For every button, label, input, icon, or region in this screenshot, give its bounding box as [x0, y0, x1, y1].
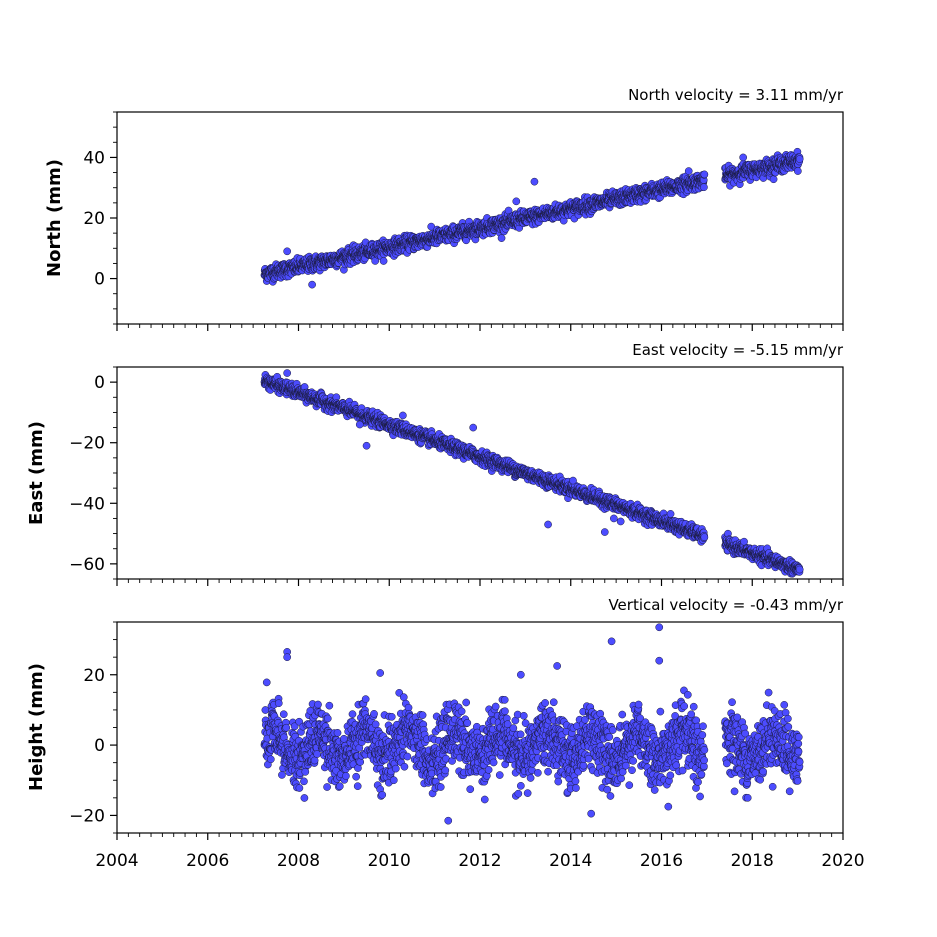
north-outlier-point — [739, 153, 748, 162]
east-outlier-point — [399, 411, 407, 420]
height-point — [314, 700, 322, 709]
height-point — [274, 699, 283, 708]
east-y-axis-label: East (mm) — [26, 421, 47, 525]
height-point — [310, 756, 319, 765]
height-point — [301, 767, 310, 776]
east-data-points — [260, 369, 804, 578]
height-point — [278, 771, 286, 779]
east-outlier-point — [469, 423, 478, 432]
north-outlier-point — [530, 177, 539, 186]
north-y-ticks — [110, 111, 117, 325]
north-outlier-point — [512, 197, 521, 206]
east-outlier-point — [600, 528, 609, 536]
east-outlier-point — [610, 514, 618, 523]
north-point — [379, 257, 388, 265]
north-point — [700, 170, 709, 179]
east-point — [795, 565, 804, 574]
east-point — [700, 533, 709, 542]
y-tick-label: −60 — [69, 555, 105, 575]
height-point — [279, 710, 288, 719]
north-outlier-point — [308, 280, 316, 289]
east-x-ticks — [116, 579, 844, 586]
height-panel: Vertical velocity = -0.43 mm/yr Height (… — [26, 596, 865, 871]
north-panel-title: North velocity = 3.11 mm/yr — [628, 86, 844, 104]
east-outlier-point — [616, 517, 625, 526]
height-point — [266, 755, 275, 764]
height-y-axis-label: Height (mm) — [26, 663, 47, 791]
height-point — [300, 794, 309, 802]
height-point — [313, 750, 321, 758]
height-data-points — [260, 623, 804, 825]
north-outlier-point — [283, 247, 292, 256]
north-point — [795, 155, 804, 163]
north-point — [497, 234, 506, 242]
height-panel-title: Vertical velocity = -0.43 mm/yr — [608, 596, 843, 614]
y-tick-label: −20 — [69, 434, 105, 454]
east-outlier-point — [355, 420, 364, 429]
east-panel-title: East velocity = -5.15 mm/yr — [632, 341, 844, 359]
height-point — [261, 706, 270, 714]
height-point — [262, 678, 271, 687]
y-tick-label: 40 — [83, 148, 105, 168]
y-tick-label: 0 — [94, 270, 105, 290]
height-point — [295, 784, 304, 792]
north-point — [794, 167, 802, 175]
north-axes-frame — [116, 111, 844, 325]
height-point — [300, 777, 308, 786]
north-point — [371, 257, 380, 265]
east-outlier-point — [666, 510, 675, 518]
north-x-ticks — [116, 324, 844, 331]
north-data-points — [260, 147, 804, 289]
north-point — [769, 175, 778, 184]
east-outlier-point — [569, 476, 577, 485]
height-point — [282, 723, 291, 732]
y-tick-label: −40 — [69, 494, 105, 514]
east-outlier-point — [544, 520, 552, 529]
north-panel: North velocity = 3.11 mm/yr North (mm) 0… — [44, 86, 844, 331]
east-outlier-point — [283, 369, 292, 377]
north-y-axis-label: North (mm) — [44, 159, 65, 277]
north-outlier-point — [684, 167, 693, 175]
east-y-ticks — [110, 366, 117, 580]
height-point — [290, 722, 299, 731]
y-tick-label: 20 — [83, 209, 105, 229]
y-tick-label: 0 — [94, 373, 105, 393]
north-point — [700, 183, 708, 192]
east-outlier-point — [362, 441, 371, 450]
east-panel: East velocity = -5.15 mm/yr East (mm) 0 −… — [26, 341, 844, 586]
